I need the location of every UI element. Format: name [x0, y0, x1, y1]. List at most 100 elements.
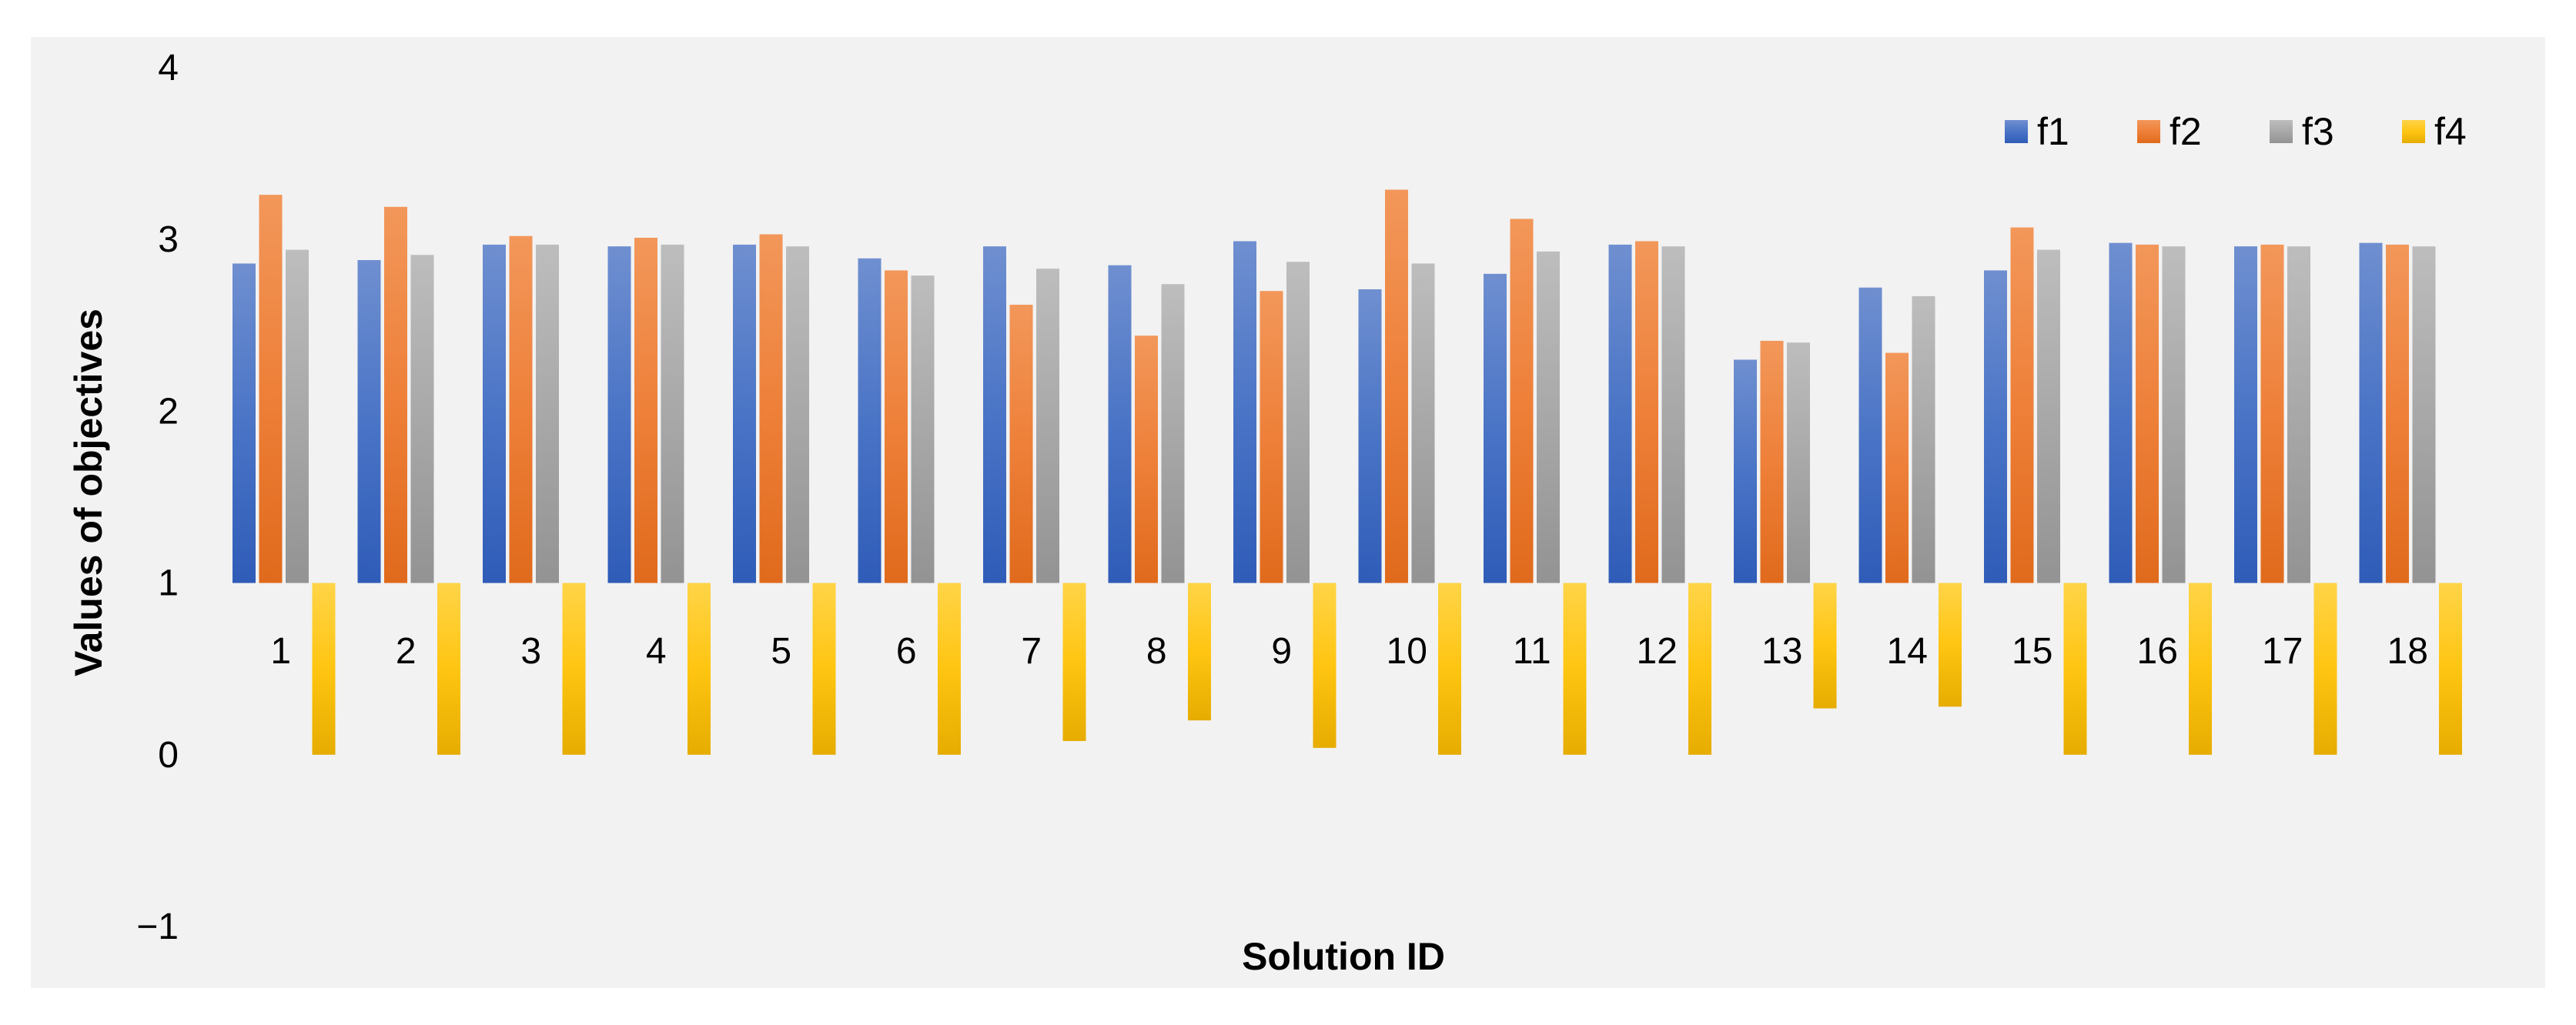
bar-f3-solution-3 — [536, 244, 559, 583]
bar-f3-solution-2 — [410, 255, 434, 583]
x-tick-label: 14 — [1887, 631, 1928, 672]
bar-f2-solution-7 — [1009, 305, 1033, 583]
x-tick-label: 18 — [2387, 631, 2428, 672]
bar-f1-solution-3 — [483, 244, 506, 583]
x-tick-label: 16 — [2137, 631, 2178, 672]
bar-f3-solution-12 — [1661, 246, 1685, 583]
bar-f4-solution-12 — [1688, 583, 1711, 755]
bar-f4-solution-1 — [312, 583, 336, 755]
bar-f4-solution-7 — [1062, 583, 1086, 741]
bar-f4-solution-15 — [2063, 583, 2087, 755]
legend-label-f4: f4 — [2434, 110, 2467, 153]
bar-f2-solution-4 — [634, 237, 657, 583]
bar-f1-solution-17 — [2234, 246, 2257, 583]
x-tick-label: 2 — [396, 631, 417, 672]
y-tick-label: 2 — [158, 391, 179, 432]
bar-f3-solution-11 — [1537, 251, 1560, 583]
bar-f4-solution-8 — [1188, 583, 1211, 721]
legend-swatch-f2 — [2137, 120, 2160, 143]
bar-f2-solution-15 — [2010, 227, 2034, 583]
bar-f3-solution-10 — [1411, 263, 1435, 583]
y-tick-label: 3 — [158, 219, 179, 260]
x-tick-label: 6 — [896, 631, 917, 672]
x-tick-label: 9 — [1271, 631, 1292, 672]
bar-f2-solution-11 — [1510, 219, 1534, 583]
bar-f1-solution-7 — [983, 246, 1006, 583]
x-tick-label: 7 — [1021, 631, 1042, 672]
y-tick-label: 0 — [158, 735, 179, 776]
bar-f1-solution-16 — [2109, 242, 2133, 583]
bar-f4-solution-5 — [812, 583, 836, 755]
bar-f3-solution-9 — [1286, 262, 1310, 583]
bar-f4-solution-16 — [2189, 583, 2212, 755]
bar-f1-solution-4 — [607, 246, 631, 583]
x-tick-label: 17 — [2262, 631, 2303, 672]
bar-f3-solution-18 — [2412, 246, 2436, 583]
bar-f2-solution-3 — [509, 235, 533, 583]
bar-f4-solution-6 — [938, 583, 961, 755]
bar-f4-solution-3 — [562, 583, 586, 755]
bar-f3-solution-6 — [911, 275, 935, 583]
bar-f1-solution-15 — [1984, 270, 2007, 583]
bar-f1-solution-18 — [2359, 242, 2383, 583]
bar-f3-solution-7 — [1036, 269, 1059, 583]
bar-f1-solution-2 — [357, 259, 381, 583]
bar-f1-solution-10 — [1358, 289, 1382, 583]
bar-f1-solution-13 — [1734, 359, 1757, 583]
y-axis-label: Values of objectives — [67, 309, 110, 676]
x-tick-label: 8 — [1146, 631, 1167, 672]
bar-f3-solution-5 — [786, 246, 809, 583]
x-tick-label: 10 — [1387, 631, 1427, 672]
bar-f4-solution-13 — [1813, 583, 1837, 709]
bar-f2-solution-17 — [2260, 244, 2284, 583]
bar-f1-solution-14 — [1858, 287, 1882, 583]
legend-swatch-f3 — [2270, 120, 2293, 143]
bar-f2-solution-8 — [1135, 336, 1158, 583]
y-tick-label: 1 — [158, 563, 179, 604]
x-tick-label: 12 — [1637, 631, 1678, 672]
legend-swatch-f1 — [2005, 120, 2028, 143]
x-tick-label: 11 — [1513, 631, 1551, 672]
x-axis-label: Solution ID — [1242, 935, 1445, 978]
bar-f3-solution-13 — [1787, 342, 1810, 583]
bar-f2-solution-6 — [885, 270, 908, 583]
y-tick-label: −1 — [136, 906, 179, 947]
bar-f4-solution-9 — [1313, 583, 1337, 748]
bar-f2-solution-1 — [259, 195, 283, 583]
legend-swatch-f4 — [2402, 120, 2425, 143]
legend-label-f2: f2 — [2170, 110, 2202, 153]
bar-f4-solution-10 — [1438, 583, 1461, 755]
bar-f2-solution-16 — [2136, 244, 2159, 583]
bar-f4-solution-17 — [2313, 583, 2337, 755]
bar-f2-solution-12 — [1635, 241, 1658, 583]
bar-f1-solution-12 — [1608, 244, 1632, 583]
bar-f2-solution-14 — [1885, 352, 1909, 583]
x-tick-label: 3 — [520, 631, 541, 672]
bar-f2-solution-5 — [759, 234, 783, 583]
bar-f4-solution-18 — [2439, 583, 2462, 755]
bar-f1-solution-6 — [858, 258, 882, 583]
x-tick-label: 1 — [270, 631, 291, 672]
bar-f1-solution-5 — [733, 244, 756, 583]
bar-f4-solution-11 — [1563, 583, 1587, 755]
bar-f1-solution-9 — [1233, 241, 1256, 583]
bar-f2-solution-13 — [1760, 340, 1784, 583]
bar-f3-solution-16 — [2162, 246, 2186, 583]
bar-f1-solution-1 — [233, 263, 256, 583]
bar-f1-solution-8 — [1108, 265, 1132, 583]
legend-label-f3: f3 — [2302, 110, 2334, 153]
bar-f3-solution-14 — [1912, 295, 1935, 583]
bar-f4-solution-2 — [437, 583, 460, 755]
legend-label-f1: f1 — [2037, 110, 2069, 153]
bar-f4-solution-4 — [687, 583, 711, 755]
x-tick-label: 4 — [646, 631, 667, 672]
x-tick-label: 5 — [771, 631, 791, 672]
bar-f2-solution-18 — [2386, 244, 2409, 583]
bar-f3-solution-8 — [1161, 284, 1185, 583]
y-tick-label: 4 — [158, 48, 179, 88]
bar-f3-solution-15 — [2037, 249, 2060, 583]
bar-f3-solution-4 — [661, 244, 684, 583]
bar-f3-solution-1 — [286, 249, 309, 583]
bar-f4-solution-14 — [1939, 583, 1962, 707]
